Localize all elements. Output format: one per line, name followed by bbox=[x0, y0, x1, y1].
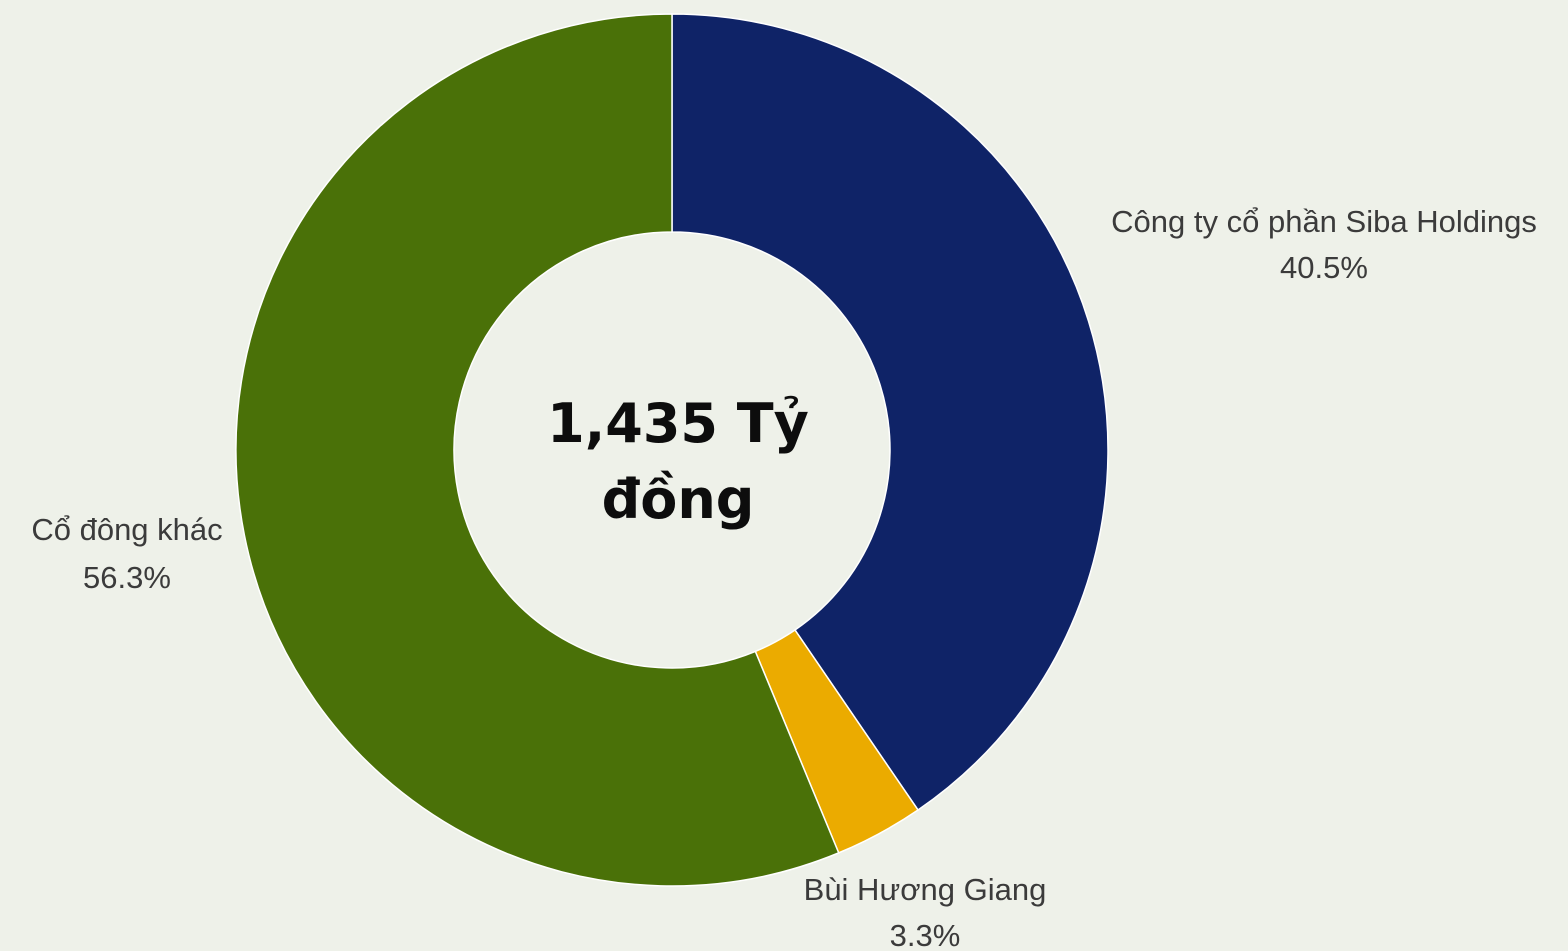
slice-name-label: Cổ đông khác bbox=[31, 512, 222, 547]
donut-slice bbox=[671, 13, 1109, 812]
slice-name-label: Bùi Hương Giang bbox=[804, 872, 1047, 907]
slice-percent-label: 40.5% bbox=[1280, 250, 1368, 285]
slice-name-label: Công ty cổ phần Siba Holdings bbox=[1111, 204, 1537, 239]
center-total-line-1: 1,435 Tỷ bbox=[547, 392, 809, 455]
donut-slice bbox=[235, 13, 840, 887]
slice-percent-label: 56.3% bbox=[83, 560, 171, 595]
labels-layer: Công ty cổ phần Siba Holdings 40.5% Bùi Hư… bbox=[31, 204, 1536, 951]
slice-percent-label: 3.3% bbox=[890, 918, 961, 951]
center-total-line-2: đồng bbox=[602, 468, 755, 531]
slices-layer bbox=[235, 13, 1109, 887]
